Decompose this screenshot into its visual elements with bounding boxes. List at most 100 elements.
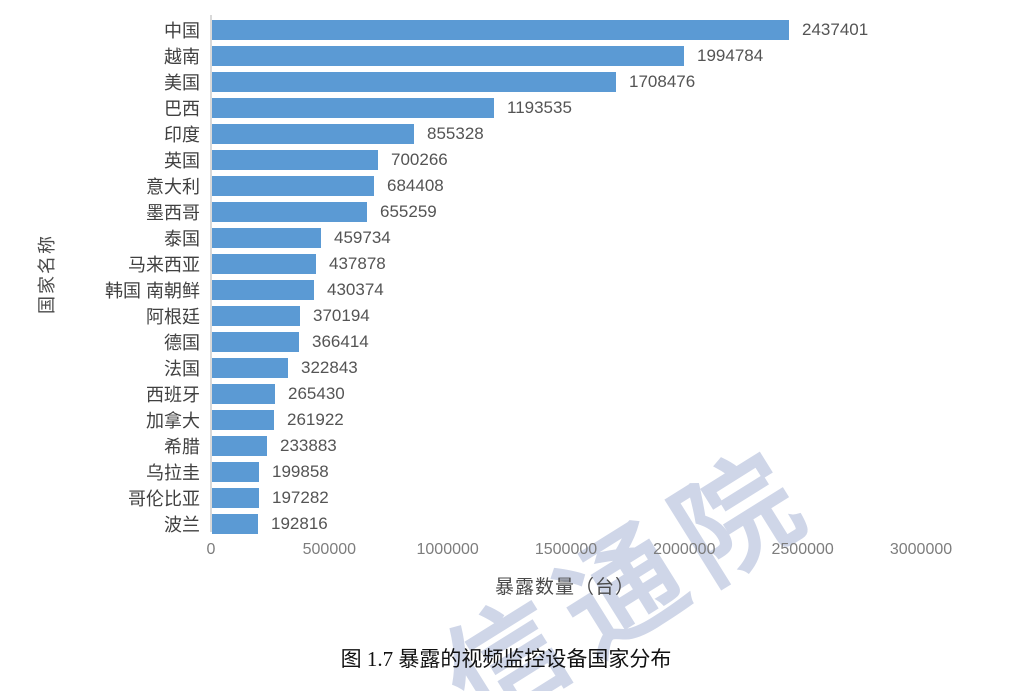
value-label: 1193535 (507, 98, 572, 117)
bar (212, 176, 374, 196)
bar (212, 332, 299, 352)
x-tick-label: 3000000 (889, 541, 953, 558)
bar-cell: 265430 (212, 384, 345, 404)
bar (212, 46, 684, 66)
category-label: 泰国 (164, 229, 200, 249)
value-label: 437878 (329, 254, 386, 273)
figure-caption: 图 1.7 暴露的视频监控设备国家分布 (340, 647, 672, 671)
bar-cell: 199858 (212, 462, 329, 482)
value-label: 1994784 (697, 46, 764, 65)
bar-row: 加拿大 261922 (0, 407, 1036, 433)
value-label: 655259 (380, 202, 437, 221)
category-label: 希腊 (164, 437, 200, 457)
bar-cell: 1708476 (212, 72, 695, 92)
value-label: 700266 (391, 150, 448, 169)
category-label: 韩国 南朝鲜 (104, 281, 200, 301)
x-axis-title: 暴露数量（台） (494, 577, 635, 598)
bar-cell: 684408 (212, 176, 444, 196)
bar-cell: 192816 (212, 514, 328, 534)
bar-row: 乌拉圭 199858 (0, 459, 1036, 485)
category-label: 西班牙 (146, 385, 200, 405)
bar-cell: 855328 (212, 124, 484, 144)
category-label: 哥伦比亚 (128, 489, 200, 509)
bar (212, 228, 321, 248)
bar (212, 514, 258, 534)
bar (212, 462, 259, 482)
bar (212, 124, 414, 144)
bar-row: 波兰 192816 (0, 511, 1036, 537)
x-tick-label: 1000000 (416, 541, 479, 558)
category-label: 越南 (164, 47, 200, 67)
bar (212, 98, 494, 118)
bar-row: 马来西亚 437878 (0, 251, 1036, 277)
value-label: 265430 (288, 384, 345, 403)
bar-cell: 261922 (212, 410, 344, 430)
bar-row: 印度 855328 (0, 121, 1036, 147)
bar (212, 488, 259, 508)
x-tick-label: 0 (206, 541, 216, 558)
category-label: 意大利 (146, 177, 200, 197)
bar (212, 254, 316, 274)
bar-row: 哥伦比亚 197282 (0, 485, 1036, 511)
value-label: 430374 (327, 280, 384, 299)
x-tick-label: 2000000 (653, 541, 716, 558)
bar (212, 150, 378, 170)
bar (212, 72, 616, 92)
bar-row: 希腊 233883 (0, 433, 1036, 459)
x-axis-ticks: 0 500000 1000000 1500000 2000000 2500000 30000… (0, 541, 1036, 563)
category-label: 阿根廷 (146, 307, 200, 327)
value-label: 233883 (280, 436, 337, 455)
category-label: 英国 (164, 151, 200, 171)
bar-cell: 430374 (212, 280, 384, 300)
bar (212, 436, 267, 456)
bar-row: 阿根廷 370194 (0, 303, 1036, 329)
bar (212, 202, 367, 222)
category-label: 法国 (164, 359, 200, 379)
bar-row: 中国 2437401 (0, 17, 1036, 43)
value-label: 261922 (287, 410, 344, 429)
bar-cell: 1994784 (212, 46, 763, 66)
category-label: 巴西 (164, 99, 200, 119)
bar (212, 306, 300, 326)
x-tick-label: 2500000 (771, 541, 834, 558)
value-label: 370194 (313, 306, 370, 325)
bar (212, 410, 274, 430)
x-tick-label: 500000 (302, 541, 357, 558)
category-label: 波兰 (164, 515, 200, 535)
category-label: 乌拉圭 (146, 463, 200, 483)
value-label: 459734 (334, 228, 391, 247)
bar (212, 280, 314, 300)
value-label: 1708476 (629, 72, 696, 91)
bar-cell: 700266 (212, 150, 448, 170)
bar-row: 英国 700266 (0, 147, 1036, 173)
value-label: 197282 (272, 488, 329, 507)
bar-row: 墨西哥 655259 (0, 199, 1036, 225)
value-label: 855328 (427, 124, 484, 143)
value-label: 322843 (301, 358, 358, 377)
bar-row: 越南 1994784 (0, 43, 1036, 69)
bar (212, 20, 789, 40)
bar-row: 韩国 南朝鲜 430374 (0, 277, 1036, 303)
bar-cell: 233883 (212, 436, 337, 456)
bar-cell: 437878 (212, 254, 386, 274)
bar-row: 德国 366414 (0, 329, 1036, 355)
value-label: 192816 (271, 514, 328, 533)
bar-row: 美国 1708476 (0, 69, 1036, 95)
category-label: 印度 (164, 125, 200, 145)
bar (212, 358, 288, 378)
bar-rows: 中国 2437401 越南 1994784 美国 1708476 巴西 1193535 印度 85… (0, 17, 1036, 535)
x-tick-label: 1500000 (534, 541, 598, 558)
bar-cell: 1193535 (212, 98, 572, 118)
y-axis-line (210, 15, 212, 532)
bar-row: 西班牙 265430 (0, 381, 1036, 407)
bar-cell: 459734 (212, 228, 391, 248)
bar-cell: 2437401 (212, 20, 868, 40)
category-label: 中国 (164, 21, 200, 41)
bar-cell: 366414 (212, 332, 369, 352)
value-label: 199858 (272, 462, 329, 481)
bar-row: 法国 322843 (0, 355, 1036, 381)
bar (212, 384, 275, 404)
category-label: 墨西哥 (146, 203, 200, 223)
bar-cell: 197282 (212, 488, 329, 508)
